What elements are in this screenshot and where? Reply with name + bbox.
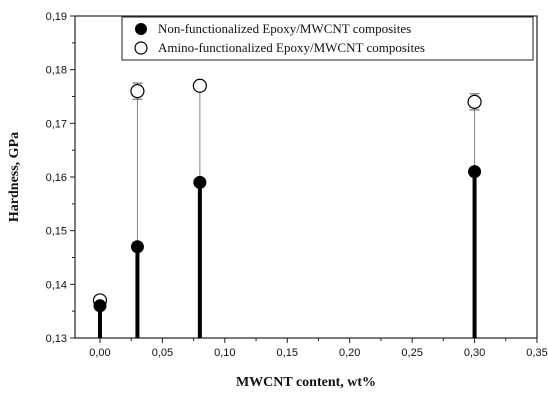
- non-functionalized-point: [130, 240, 144, 254]
- x-tick-label: 0,35: [526, 347, 547, 359]
- non-functionalized-point: [93, 299, 107, 313]
- amino-point: [192, 78, 207, 93]
- drop-lines: [97, 85, 477, 338]
- y-axis-title: Hardness, GPa: [7, 132, 22, 222]
- data-markers: [92, 78, 482, 313]
- y-tick-label: 0,14: [46, 279, 67, 291]
- x-tick-label: 0,20: [339, 347, 360, 359]
- x-axis-title: MWCNT content, wt%: [236, 375, 376, 390]
- legend-label-amino-functionalized: Amino-functionalized Epoxy/MWCNT composi…: [158, 40, 425, 55]
- y-tick-label: 0,15: [46, 226, 67, 238]
- y-tick-label: 0,18: [46, 65, 67, 77]
- amino-point: [467, 94, 482, 109]
- non-functionalized-point: [468, 165, 482, 179]
- x-axis: 0,00 0,05 0,10 0,15 0,20 0,25 0,30 0,35: [89, 338, 548, 359]
- x-tick-label: 0,05: [152, 347, 173, 359]
- legend-marker-filled: [135, 23, 147, 35]
- x-tick-label: 0,10: [214, 347, 235, 359]
- plot-frame: [74, 15, 538, 339]
- y-tick-label: 0,19: [46, 11, 67, 23]
- y-tick-label: 0,16: [46, 172, 67, 184]
- x-tick-label: 0,25: [401, 347, 422, 359]
- amino-point: [130, 84, 145, 99]
- x-tick-label: 0,15: [277, 347, 298, 359]
- legend-marker-open: [134, 41, 148, 55]
- x-tick-label: 0,30: [464, 347, 485, 359]
- y-tick-label: 0,17: [46, 118, 67, 130]
- y-tick-label: 0,13: [46, 333, 67, 345]
- non-functionalized-point: [193, 175, 207, 189]
- legend-label-non-functionalized: Non-functionalized Epoxy/MWCNT composite…: [158, 21, 411, 36]
- legend-box: [121, 16, 534, 61]
- y-axis: 0,13 0,14 0,15 0,16 0,17 0,18 0,19: [46, 11, 75, 345]
- x-tick-label: 0,00: [89, 347, 110, 359]
- legend: Non-functionalized Epoxy/MWCNT composite…: [121, 16, 534, 61]
